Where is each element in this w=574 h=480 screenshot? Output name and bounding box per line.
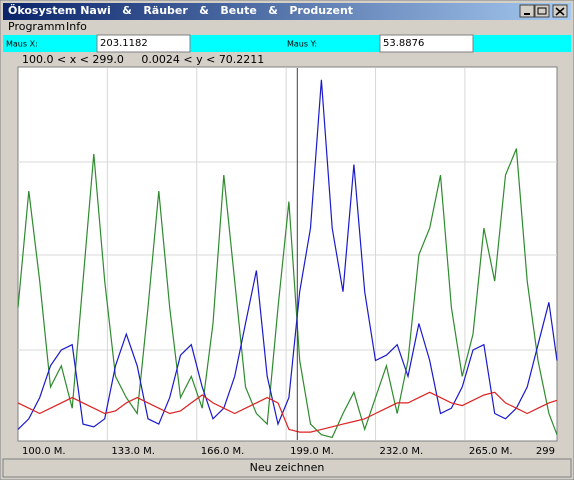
title-bar bbox=[3, 3, 571, 20]
series-line bbox=[17, 79, 558, 430]
mouse-y-label: Maus Y: bbox=[287, 40, 317, 49]
window-title: Ökosystem Nawi & Räuber & Beute & Produz… bbox=[8, 3, 353, 17]
series-line bbox=[17, 391, 558, 433]
plot: 100.0 M. 133.0 M. 166.0 M. 199.0 M. 232.0 M.… bbox=[17, 68, 558, 457]
x-tick-label: 166.0 M. bbox=[201, 446, 245, 457]
redraw-button[interactable] bbox=[2, 458, 572, 478]
x-tick-label: 299 bbox=[536, 446, 555, 457]
window-buttons[interactable] bbox=[519, 4, 568, 18]
series-line bbox=[17, 148, 558, 439]
icon bbox=[537, 7, 547, 15]
x-tick-label: 232.0 M. bbox=[380, 446, 424, 457]
mouse-y-field[interactable] bbox=[379, 34, 474, 53]
minimize-button[interactable] bbox=[519, 4, 535, 18]
plot-area bbox=[17, 66, 558, 442]
mouse-x-label: Maus X: bbox=[6, 40, 38, 49]
maximize-button[interactable] bbox=[534, 4, 550, 18]
mouse-x-value: 203.1182 bbox=[100, 38, 148, 49]
x-tick-label: 265.0 M. bbox=[469, 446, 513, 457]
icon bbox=[555, 7, 565, 16]
x-tick-label: 133.0 M. bbox=[111, 446, 155, 457]
range-text: 100.0 < x < 299.0 0.0024 < y < 70.2211 bbox=[22, 53, 264, 66]
menu-item[interactable]: Programm bbox=[8, 20, 65, 33]
button-label: Neu zeichnen bbox=[250, 461, 325, 474]
mouse-x-field[interactable] bbox=[96, 34, 191, 53]
menu-item[interactable]: Info bbox=[66, 20, 87, 33]
mouse-y-value: 53.8876 bbox=[383, 38, 424, 49]
x-tick-label: 199.0 M. bbox=[290, 446, 334, 457]
x-tick-label: 100.0 M. bbox=[22, 446, 66, 457]
